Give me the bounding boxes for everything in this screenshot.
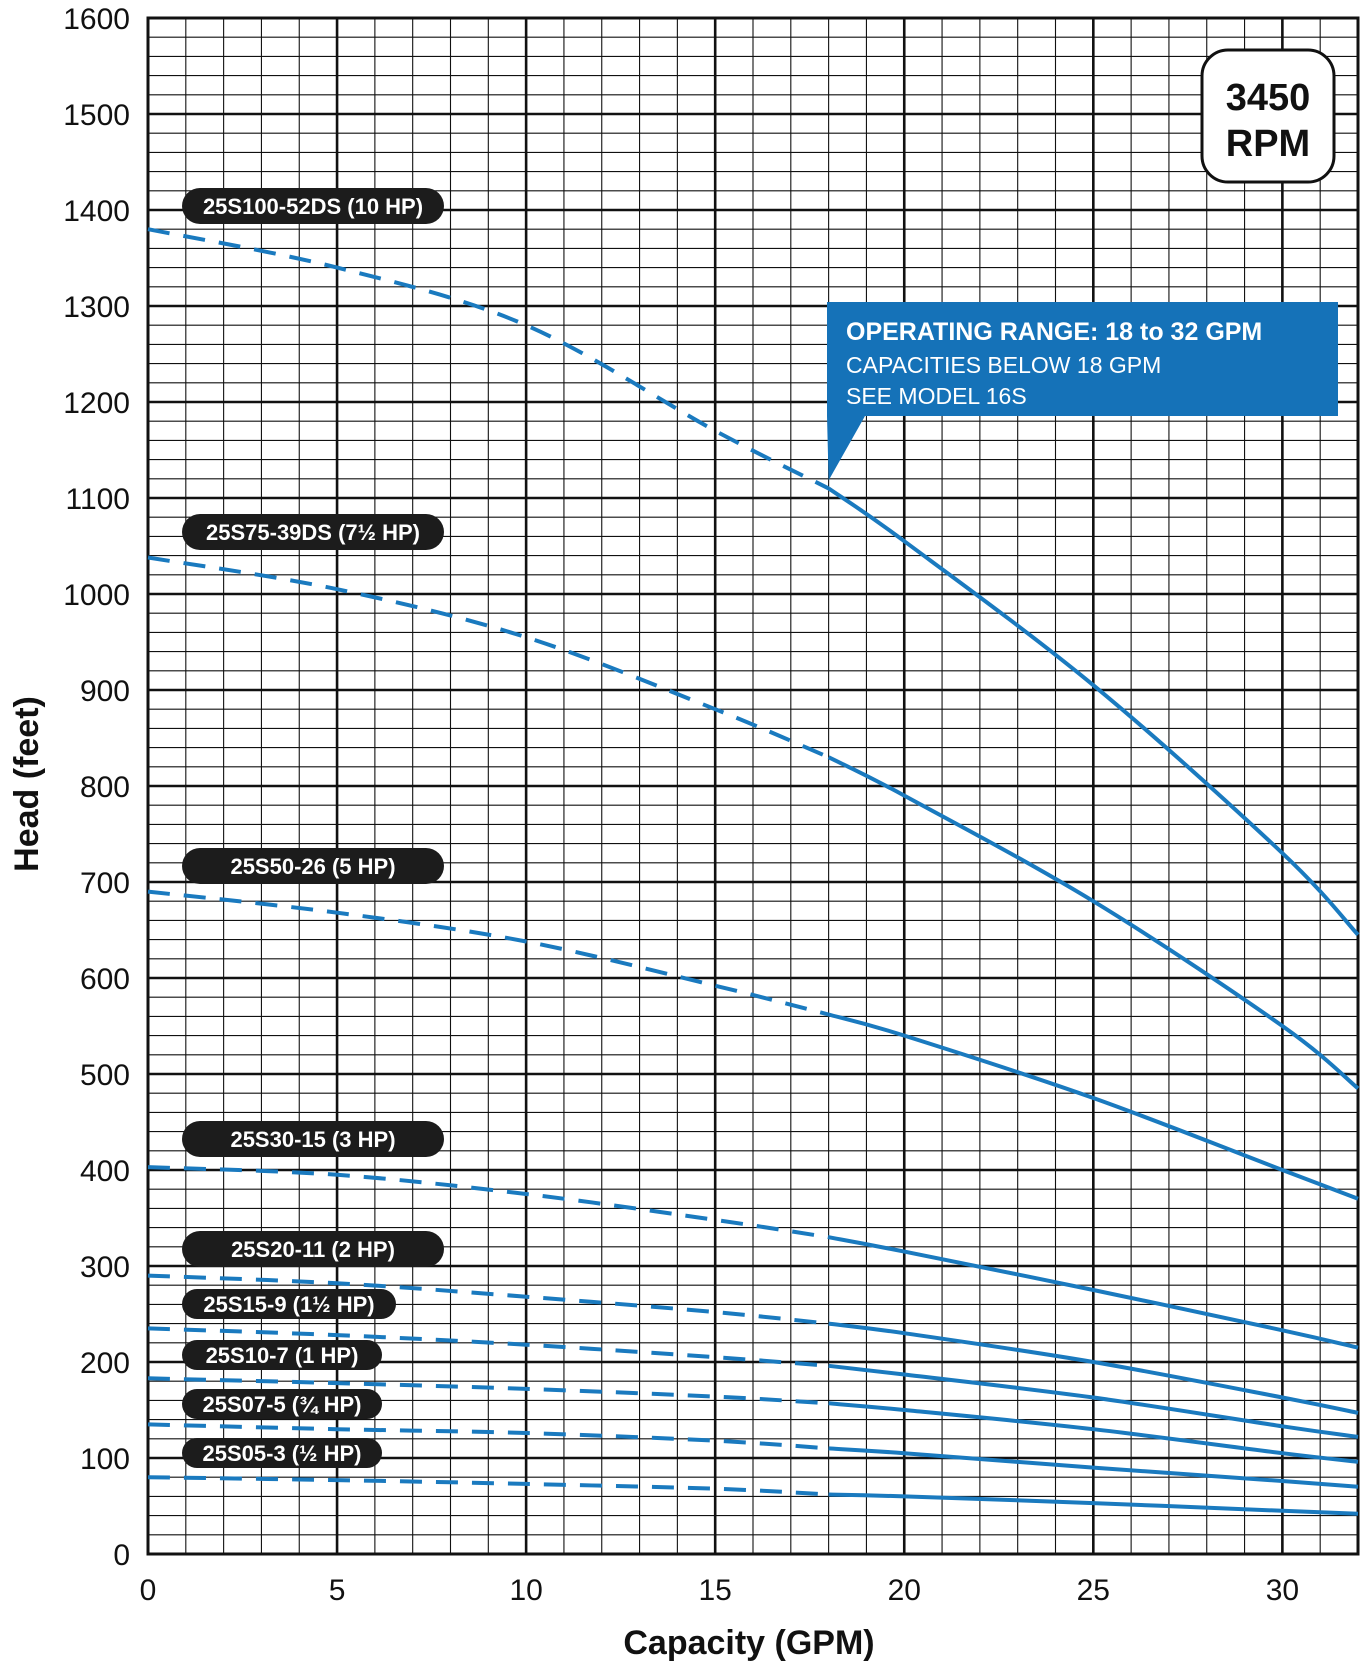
operating-range-title: OPERATING RANGE: 18 to 32 GPM [846, 318, 1262, 346]
operating-range-box [827, 302, 1338, 481]
plot-frame [146, 16, 1360, 1556]
y-tick-label: 1500 [63, 99, 130, 132]
series-curve-dashed [147, 1326, 829, 1368]
series-curve-solid [828, 1235, 1359, 1350]
y-tick-label: 1000 [63, 579, 130, 612]
rpm-badge: 3450 RPM [1200, 48, 1336, 184]
series-label-text: 25S07-5 (¾ HP) [203, 1392, 362, 1417]
series-curve-solid [828, 1492, 1359, 1516]
y-tick-label: 200 [80, 1347, 130, 1380]
series-curve-solid [828, 1012, 1359, 1201]
series-label-pill [182, 1231, 444, 1267]
y-tick-label: 400 [80, 1155, 130, 1188]
rpm-badge-box [1200, 48, 1336, 184]
y-tick-label: 1100 [65, 483, 130, 516]
x-tick-label: 5 [329, 1574, 346, 1607]
y-tick-label: 1300 [63, 291, 130, 324]
x-tick-label: 30 [1266, 1574, 1299, 1607]
y-tick-label: 1400 [63, 195, 130, 228]
y-tick-label: 0 [113, 1539, 130, 1572]
y-tick-label: 700 [80, 867, 130, 900]
operating-range-line-1: CAPACITIES BELOW 18 GPM [846, 352, 1161, 378]
y-tick-label: 600 [80, 963, 130, 996]
y-tick-label: 500 [80, 1059, 130, 1092]
series-curve-dashed [147, 1475, 829, 1497]
series-curve-solid [827, 486, 1360, 937]
series-curve-solid [828, 1446, 1359, 1489]
series-label-text: 25S100-52DS (10 HP) [203, 194, 423, 219]
rpm-badge-value: 3450 [1226, 77, 1311, 119]
series-label-pill [182, 1340, 382, 1370]
performance-curves [147, 227, 1360, 1516]
series-curve-dashed [147, 1422, 829, 1451]
series-labels: 25S100-52DS (10 HP) 25S75-39DS (7½ HP) 25S… [182, 188, 444, 1468]
series-curve-solid [828, 1363, 1359, 1439]
series-label-pill [182, 1289, 396, 1319]
x-tick-label: 10 [509, 1574, 542, 1607]
series-label-pill [182, 188, 444, 224]
series-label-text: 25S05-3 (½ HP) [203, 1441, 362, 1466]
operating-range-line-2: SEE MODEL 16S [846, 383, 1027, 409]
x-axis-title: Capacity (GPM) [623, 1624, 874, 1662]
x-axis-ticks: 0 5 10 15 20 25 30 [140, 1574, 1299, 1607]
series-curve-solid [827, 755, 1360, 1090]
series-curve-dashed [147, 1165, 829, 1240]
y-tick-label: 1200 [63, 387, 130, 420]
y-tick-label: 1600 [63, 3, 130, 36]
y-tick-label: 100 [80, 1443, 130, 1476]
series-label-text: 25S75-39DS (7½ HP) [206, 520, 420, 545]
series-curve-solid [828, 1401, 1359, 1464]
series-label-pill [182, 848, 444, 884]
series-label-pill [182, 1389, 382, 1419]
series-label-text: 25S10-7 (1 HP) [206, 1343, 359, 1368]
series-label-text: 25S50-26 (5 HP) [230, 854, 395, 879]
series-curve-dashed [147, 889, 830, 1017]
x-tick-label: 15 [699, 1574, 732, 1607]
series-curve-dashed [147, 1273, 829, 1326]
rpm-badge-unit: RPM [1226, 123, 1310, 165]
series-label-text: 25S15-9 (1½ HP) [203, 1292, 374, 1317]
y-tick-label: 800 [80, 771, 130, 804]
operating-range-callout: OPERATING RANGE: 18 to 32 GPM CAPACITIES… [827, 302, 1338, 481]
series-label-pill [182, 1438, 382, 1468]
series-curve-dashed [147, 555, 830, 760]
y-tick-label: 900 [80, 675, 130, 708]
y-axis-ticks: 0 100 200 300 400 500 600 700 800 900 1000 1100 1200… [63, 3, 130, 1572]
series-label-text: 25S20-11 (2 HP) [231, 1237, 395, 1262]
series-label-pill [182, 514, 444, 550]
y-axis-title: Head (feet) [8, 696, 46, 872]
series-curve-solid [828, 1321, 1359, 1415]
series-label-text: 25S30-15 (3 HP) [230, 1127, 395, 1152]
series-curve-dashed [147, 227, 830, 491]
series-curve-dashed [147, 1376, 829, 1406]
x-tick-label: 25 [1077, 1574, 1110, 1607]
series-label-pill [182, 1121, 444, 1157]
x-tick-label: 0 [140, 1574, 157, 1607]
y-tick-label: 300 [80, 1251, 130, 1284]
x-tick-label: 20 [888, 1574, 921, 1607]
